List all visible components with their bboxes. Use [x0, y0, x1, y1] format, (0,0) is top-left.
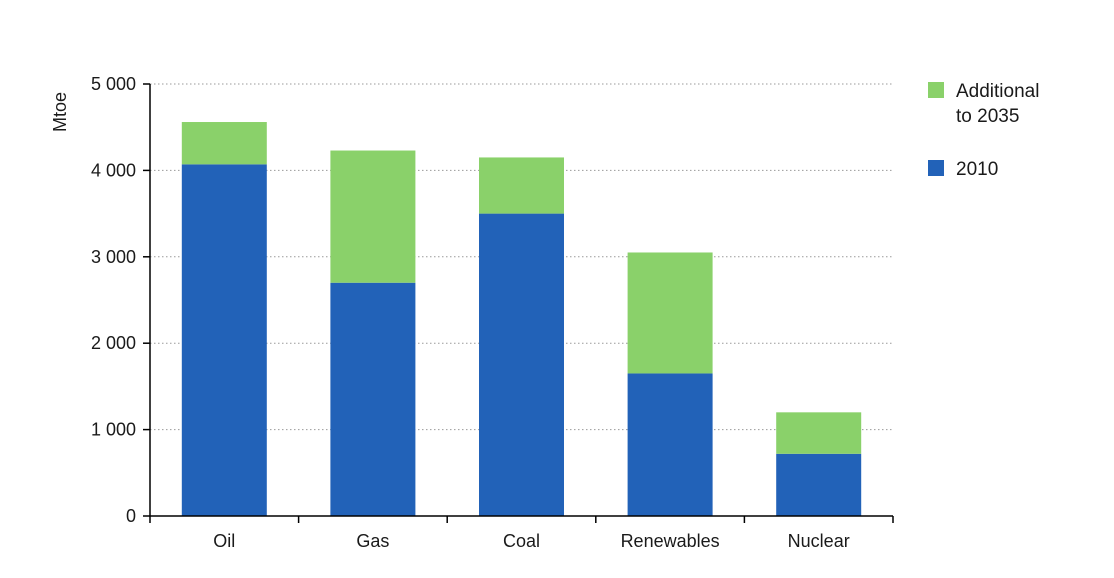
legend: Additional to 2035 2010	[928, 81, 1039, 180]
bar-segment	[330, 150, 416, 283]
legend-label: Additional	[956, 81, 1039, 102]
y-tick-label: 5 000	[91, 74, 136, 94]
legend-swatch	[928, 160, 944, 176]
legend-label: 2010	[956, 159, 998, 180]
y-tick-label: 0	[126, 506, 136, 526]
bar-segment	[330, 282, 416, 516]
x-tick-label: Renewables	[621, 531, 720, 551]
y-tick-label: 4 000	[91, 160, 136, 180]
bar-segment	[479, 157, 564, 214]
y-tick-label: 1 000	[91, 420, 136, 440]
y-tick-label: 2 000	[91, 333, 136, 353]
bars	[181, 122, 862, 517]
legend-swatch	[928, 82, 944, 98]
x-tick-label: Coal	[503, 531, 540, 551]
bar-segment	[627, 252, 713, 374]
bar-segment	[479, 213, 564, 516]
bar-segment	[776, 412, 862, 454]
x-tick-label: Nuclear	[788, 531, 850, 551]
y-axis-label: Mtoe	[50, 92, 70, 132]
bar-segment	[627, 373, 713, 516]
y-tick-label: 3 000	[91, 247, 136, 267]
legend-label: to 2035	[956, 106, 1019, 127]
axes: 0 1 000 2 000 3 000 4 000 5 000 Oil Gas Coal Rene…	[91, 74, 894, 551]
x-tick-label: Oil	[213, 531, 235, 551]
x-tick-label: Gas	[356, 531, 389, 551]
bar-segment	[776, 453, 862, 516]
bar-segment	[181, 164, 267, 517]
bar-segment	[181, 122, 267, 165]
